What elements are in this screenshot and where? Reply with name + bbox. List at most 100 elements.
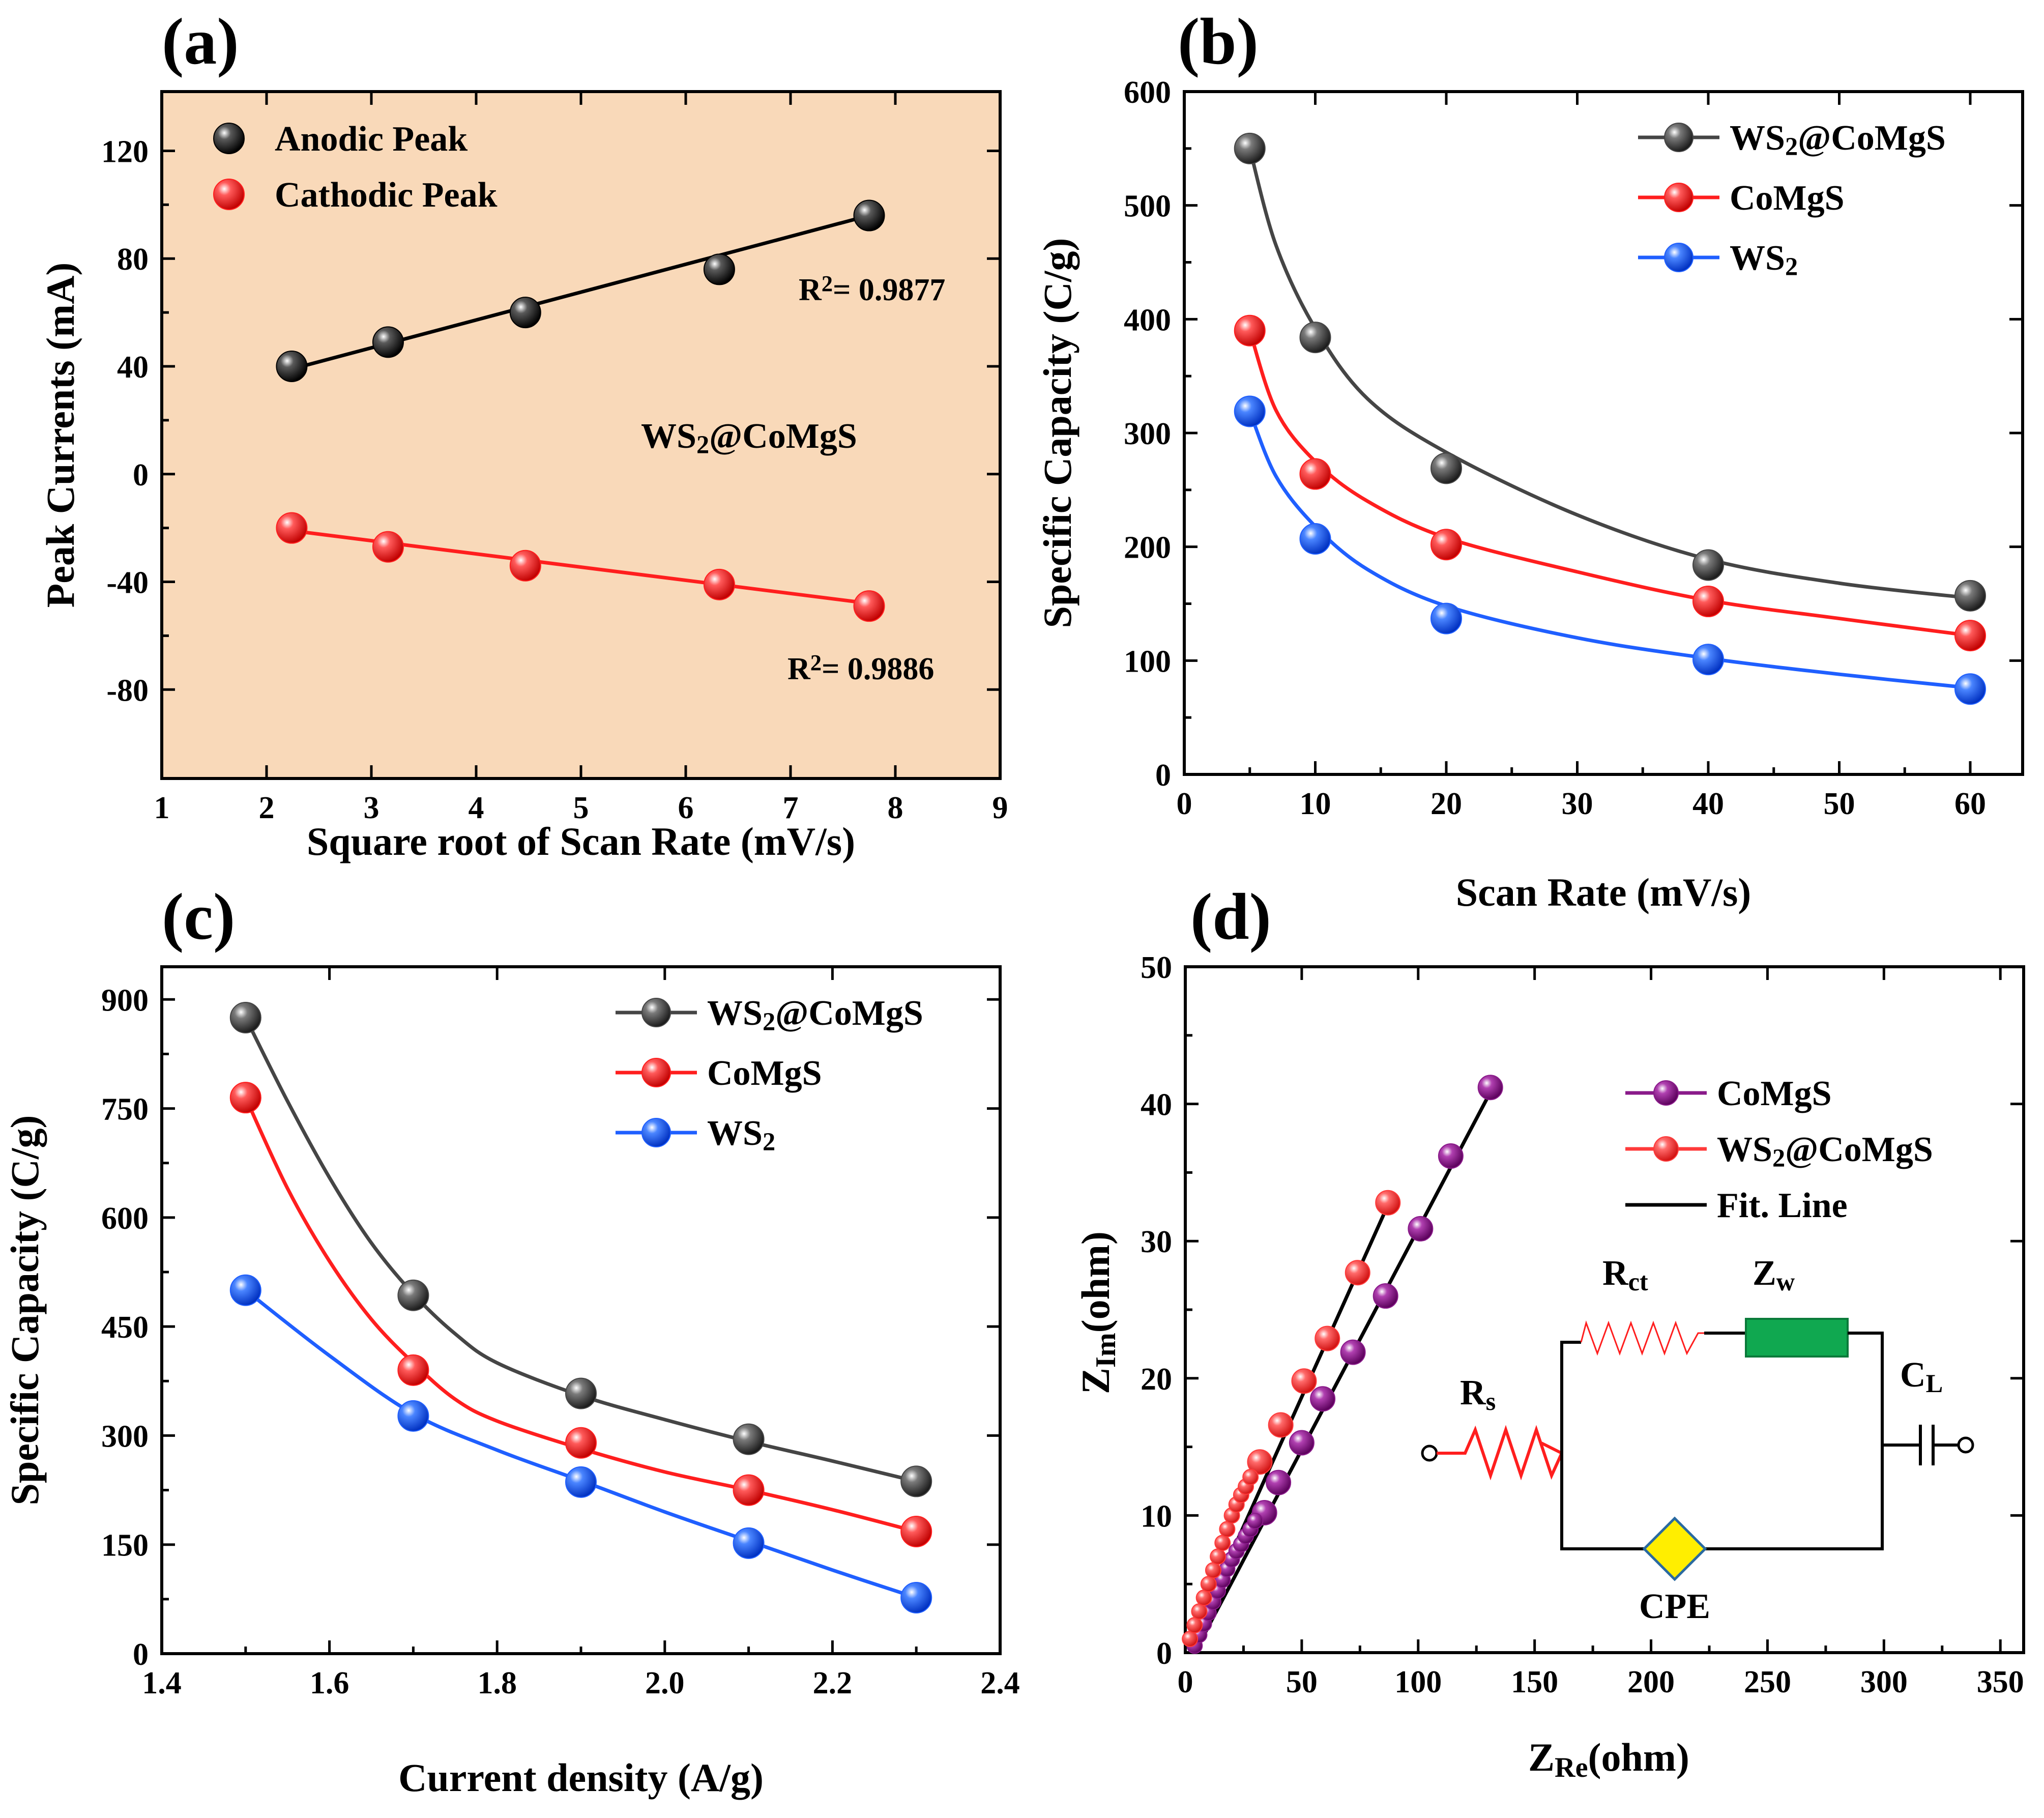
- legend-label-part: @CoMgS: [1798, 119, 1946, 158]
- data-point: [565, 1377, 597, 1409]
- data-point: [853, 199, 885, 232]
- data-point: [1408, 1216, 1434, 1242]
- data-point: [733, 1474, 765, 1506]
- x-tick-label: 9: [992, 791, 1008, 825]
- r2-anodic-part: = 0.9877: [833, 273, 945, 307]
- y-tick-label: 0: [133, 458, 149, 493]
- y-tick-label: 750: [101, 1092, 149, 1127]
- label-zw-part: Z: [1753, 1254, 1776, 1293]
- panel-label: (c): [162, 880, 235, 954]
- label-cpe: CPE: [1639, 1587, 1710, 1626]
- wire: [1540, 1441, 1563, 1455]
- legend-label: WS2: [707, 1114, 775, 1156]
- legend-label-part: CoMgS: [707, 1054, 822, 1093]
- data-point: [1247, 1449, 1273, 1475]
- data-point: [1242, 1468, 1259, 1485]
- legend-marker: [1664, 243, 1693, 272]
- y-tick-label: 100: [1124, 644, 1171, 679]
- legend-label-part: @CoMgS: [775, 994, 923, 1033]
- x-axis-label: Scan Rate (mV/s): [1456, 870, 1751, 914]
- y-tick-label: 150: [101, 1528, 149, 1563]
- y-tick-label: 200: [1124, 531, 1171, 565]
- panel-a: 1 2 3 4 5 6 7 8 9 -80 -40 0 40 80 120 (a) Square root of…: [38, 5, 1008, 863]
- r2-anodic-sup: 2: [822, 271, 833, 296]
- r2-cathodic: R2= 0.9886: [787, 650, 934, 686]
- legend-label-sub: 2: [1785, 132, 1798, 161]
- data-point: [1340, 1339, 1366, 1365]
- data-point: [1234, 132, 1266, 164]
- x-tick-label: 2.2: [813, 1666, 853, 1700]
- resistor-rs: [1437, 1425, 1563, 1481]
- plot-frame: [1183, 90, 2024, 776]
- y-axis-label-part: Z: [1073, 1368, 1118, 1394]
- wire: [1690, 1453, 1884, 1550]
- r2-anodic: R2= 0.9877: [799, 271, 945, 307]
- x-tick-label: 350: [1977, 1665, 2024, 1699]
- legend-label: CoMgS: [707, 1054, 822, 1093]
- y-tick-label: 500: [1124, 189, 1171, 224]
- y-tick-label: -80: [106, 673, 149, 708]
- x-tick-label: 1.6: [310, 1666, 349, 1700]
- y-tick-label: 300: [101, 1419, 149, 1454]
- cpe-element: [1642, 1516, 1707, 1581]
- legend-label: WS2: [1730, 239, 1798, 281]
- data-point: [1195, 1590, 1212, 1606]
- data-point: [1266, 1469, 1292, 1495]
- data-point: [1692, 586, 1724, 618]
- x-tick-label: 5: [573, 791, 589, 825]
- y-axis-label: ZIm(ohm): [1073, 1231, 1122, 1394]
- data-point: [565, 1466, 597, 1498]
- x-tick-label: 60: [1954, 787, 1986, 821]
- y-axis-label: Peak Currents (mA): [38, 263, 82, 608]
- data-point: [1310, 1386, 1336, 1412]
- data-point: [1219, 1521, 1236, 1538]
- warburg-element: [1745, 1318, 1849, 1358]
- label-rct: Rct: [1602, 1254, 1648, 1296]
- resistor-rct: [1580, 1320, 1704, 1356]
- data-point: [1182, 1631, 1199, 1648]
- legend-label: CoMgS: [1730, 179, 1845, 218]
- x-axis-label: Square root of Scan Rate (mV/s): [307, 819, 855, 863]
- data-point: [1200, 1576, 1217, 1593]
- terminal-right: [1957, 1436, 1974, 1454]
- data-point: [229, 1082, 261, 1114]
- data-point: [900, 1582, 932, 1613]
- x-axis-label: ZRe(ohm): [1528, 1735, 1689, 1783]
- x-tick-label: 8: [888, 791, 903, 825]
- data-point: [1430, 602, 1462, 634]
- fit-curve: [1248, 330, 1971, 638]
- fit-curve: [244, 1017, 917, 1483]
- fit-curve: [244, 1096, 917, 1534]
- legend-marker: [1664, 123, 1693, 152]
- y-axis-label: Specific Capacity (C/g): [1035, 238, 1079, 628]
- data-point: [1477, 1075, 1503, 1101]
- legend-label-part: WS: [707, 994, 763, 1033]
- y-tick-label: 0: [133, 1637, 149, 1672]
- label-rs: Rs: [1460, 1373, 1496, 1416]
- y-axis-label-sub: Im: [1090, 1333, 1122, 1368]
- data-point: [372, 326, 404, 358]
- y-tick-label: 120: [101, 134, 149, 169]
- wire: [1560, 1341, 1581, 1453]
- panel-label: (a): [162, 5, 239, 78]
- legend-label-part: Fit. Line: [1717, 1186, 1848, 1225]
- panel-b: 0 10 20 30 40 50 600100200300400500600(b)Scan …: [1035, 5, 2024, 914]
- legend-label: CoMgS: [1717, 1074, 1832, 1113]
- wire: [1560, 1453, 1659, 1550]
- data-point: [703, 568, 735, 600]
- data-point: [276, 512, 308, 544]
- legend-marker: [1664, 183, 1693, 212]
- data-point: [1247, 1513, 1264, 1530]
- legend-marker: [1653, 1080, 1679, 1106]
- y-tick-label: 20: [1141, 1362, 1172, 1397]
- x-axis-label-sub: Re: [1555, 1752, 1588, 1783]
- panel-c: 1.4 1.6 1.8 2.0 2.2 2.4 0 150 300 450 600 750 900 (c)…: [3, 880, 1020, 1800]
- legend-label-part: WS: [707, 1114, 763, 1153]
- x-axis-label-part: Z: [1528, 1735, 1555, 1779]
- legend-label: Cathodic Peak: [275, 176, 498, 215]
- data-point: [1438, 1143, 1464, 1169]
- y-tick-label: 80: [117, 242, 149, 277]
- data-point: [1954, 673, 1986, 705]
- sample-annotation-part: @CoMgS: [709, 417, 857, 456]
- x-tick-label: 40: [1692, 787, 1724, 821]
